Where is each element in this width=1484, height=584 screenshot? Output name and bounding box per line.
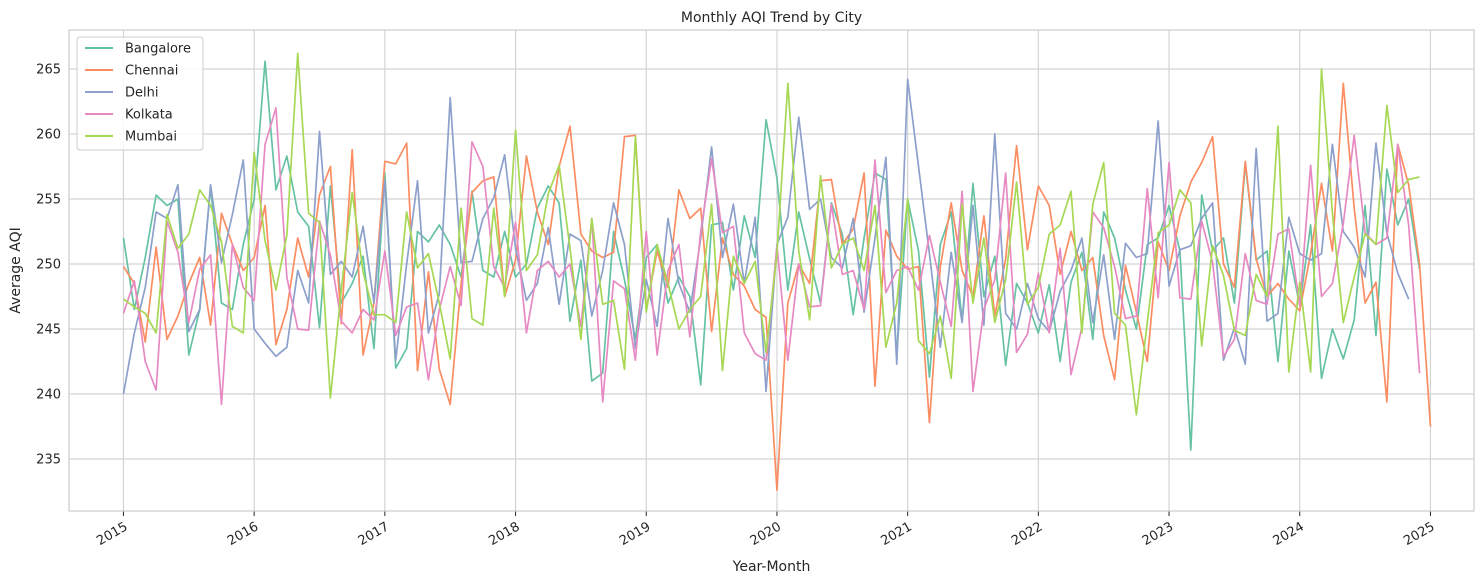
plot-frame [68,29,1475,512]
x-tick-label: 2022 [1009,519,1045,549]
x-tick-label: 2025 [1401,519,1437,549]
y-tick-labels: 235 240 245 250 255 260 265 [36,63,61,468]
y-tick-label: 265 [36,63,61,78]
legend-label-mumbai: Mumbai [125,130,177,145]
series-line-bangalore [122,60,1421,451]
y-tick-label: 235 [36,453,61,468]
x-tick-label: 2023 [1140,519,1176,549]
x-tick-labels: 2015 2016 2017 2018 2019 2020 2021 2022 2023 2024… [94,519,1437,549]
series-layer [122,52,1432,492]
x-tick-label: 2016 [225,519,261,549]
x-tick-label: 2020 [748,519,784,549]
series-line-chennai [122,82,1432,492]
x-axis-label: Year-Month [732,559,811,575]
x-tick-label: 2018 [486,519,522,549]
legend: Bangalore Chennai Delhi Kolkata Mumbai [76,36,204,151]
x-tick-label: 2024 [1271,519,1307,549]
x-tick-label: 2017 [356,519,392,549]
y-tick-label: 250 [36,258,61,273]
x-tick-label: 2019 [617,519,653,549]
legend-label-delhi: Delhi [125,86,158,101]
y-tick-label: 245 [36,323,61,338]
series-line-mumbai [122,52,1420,416]
legend-label-bangalore: Bangalore [125,42,191,57]
series-line-delhi [122,78,1410,395]
legend-label-kolkata: Kolkata [125,108,173,123]
x-tick-label: 2021 [878,519,914,549]
chart-title: Monthly AQI Trend by City [681,10,862,26]
legend-box [76,36,204,151]
y-tick-label: 240 [36,388,61,403]
legend-label-chennai: Chennai [125,64,178,79]
y-axis-label: Average AQI [8,227,24,313]
y-tick-label: 260 [36,128,61,143]
y-tick-label: 255 [36,193,61,208]
x-tick-label: 2015 [94,519,130,549]
